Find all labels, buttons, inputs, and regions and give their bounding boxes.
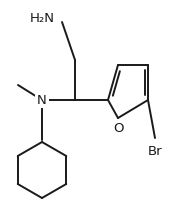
Text: Br: Br: [148, 145, 162, 158]
Text: O: O: [113, 122, 123, 135]
Text: N: N: [37, 94, 47, 107]
Text: H₂N: H₂N: [30, 12, 55, 24]
